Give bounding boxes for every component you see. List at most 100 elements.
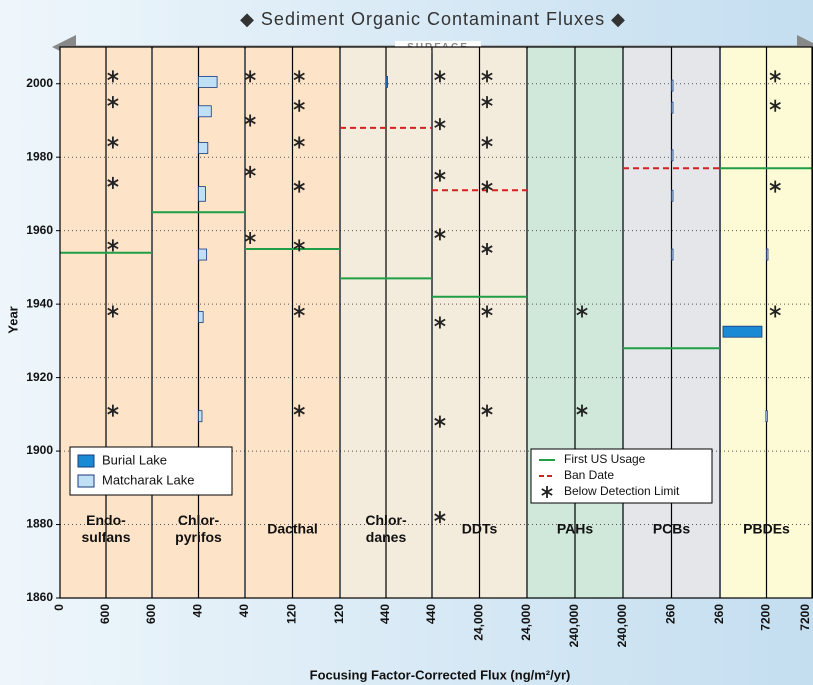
below-detection-marker	[244, 70, 256, 83]
panel-label: PBDEs	[743, 521, 790, 537]
y-tick-label: 1920	[26, 370, 53, 384]
below-detection-marker	[769, 305, 781, 318]
panel-label: danes	[366, 529, 407, 545]
x-tick-label: 260	[712, 604, 726, 624]
flux-box	[198, 142, 209, 154]
legend-label: First US Usage	[564, 452, 646, 466]
below-detection-marker	[107, 70, 119, 83]
legend-label: Ban Date	[564, 468, 614, 482]
flux-box	[671, 79, 674, 92]
x-tick-label: 24,000	[519, 604, 533, 641]
x-tick-label: 7200	[759, 604, 773, 631]
below-detection-marker	[481, 305, 493, 318]
below-detection-marker	[293, 99, 305, 112]
below-detection-marker	[434, 316, 446, 329]
below-detection-marker	[107, 305, 119, 318]
panel-label: Chlor-	[178, 512, 220, 528]
flux-box	[671, 248, 674, 261]
y-axis-label: Year	[5, 306, 20, 333]
below-detection-marker	[481, 404, 493, 417]
x-tick-label: 120	[285, 604, 299, 624]
x-tick-label: 440	[378, 604, 392, 624]
below-detection-marker	[769, 70, 781, 83]
y-tick-label: 1940	[26, 296, 53, 310]
panel-label: sulfans	[81, 529, 130, 545]
below-detection-marker	[481, 243, 493, 256]
plot-frame	[59, 46, 813, 599]
legend-label: Matcharak Lake	[102, 472, 195, 487]
below-detection-marker	[293, 70, 305, 83]
below-detection-marker	[481, 70, 493, 83]
legend-swatch	[77, 454, 95, 468]
below-detection-marker	[769, 180, 781, 193]
x-tick-label: 40	[237, 604, 251, 618]
flux-box	[765, 410, 768, 423]
panel-label: DDTs	[462, 521, 498, 537]
below-detection-marker	[434, 228, 446, 241]
x-tick-label: 260	[664, 604, 678, 624]
below-detection-marker	[434, 511, 446, 524]
below-detection-marker	[576, 404, 588, 417]
legend-box	[530, 448, 713, 504]
y-tick-label: 1860	[26, 590, 53, 604]
legend-box	[69, 446, 233, 496]
below-detection-marker	[244, 232, 256, 245]
below-detection-marker	[244, 165, 256, 178]
below-detection-marker	[481, 136, 493, 149]
below-detection-marker	[434, 169, 446, 182]
x-tick-label: 240,000	[615, 604, 629, 648]
x-tick-label: 240,000	[567, 604, 581, 648]
below-detection-marker	[293, 305, 305, 318]
below-detection-marker	[107, 176, 119, 189]
flux-box	[198, 186, 206, 202]
flux-box	[671, 149, 674, 162]
x-axis-label: Focusing Factor-Corrected Flux (ng/m²/yr…	[310, 667, 571, 682]
flux-box	[385, 75, 388, 88]
flux-box	[671, 101, 674, 114]
y-tick-label: 1980	[26, 149, 53, 163]
flux-box	[198, 410, 203, 423]
x-tick-label: 600	[144, 604, 158, 624]
below-detection-marker	[434, 118, 446, 131]
flux-box	[671, 189, 674, 202]
below-detection-marker	[293, 404, 305, 417]
flux-box	[198, 75, 218, 88]
y-tick-label: 1880	[26, 517, 53, 531]
y-tick-label: 1960	[26, 223, 53, 237]
below-detection-marker	[434, 415, 446, 428]
flux-box	[766, 248, 769, 261]
panel-label: pyrifos	[175, 529, 222, 545]
panel-label: PCBs	[653, 521, 691, 537]
flux-box	[198, 311, 204, 323]
x-tick-label: 440	[424, 604, 438, 624]
below-detection-marker	[434, 70, 446, 83]
flux-box	[198, 105, 212, 118]
below-detection-marker	[769, 99, 781, 112]
below-detection-marker	[107, 136, 119, 149]
x-tick-label: 120	[332, 604, 346, 624]
flux-box	[198, 248, 208, 261]
below-detection-marker	[293, 180, 305, 193]
panel-label: Endo-	[86, 512, 126, 528]
below-detection-marker	[481, 180, 493, 193]
below-detection-marker	[107, 404, 119, 417]
panel-label: Dacthal	[267, 521, 318, 537]
y-tick-label: 1900	[26, 443, 53, 457]
panel-label: PAHs	[557, 521, 594, 537]
flux-box	[722, 325, 763, 338]
legend-marker	[541, 486, 553, 498]
x-tick-label: 0	[52, 604, 66, 611]
x-tick-label: 40	[191, 604, 205, 618]
panel-label: Chlor-	[365, 512, 407, 528]
below-detection-marker	[576, 305, 588, 318]
x-tick-label: 7200	[798, 604, 812, 631]
legend-label: Burial Lake	[102, 452, 167, 467]
legend-swatch	[77, 474, 95, 488]
legend-label: Below Detection Limit	[564, 484, 680, 498]
below-detection-marker	[107, 96, 119, 109]
x-tick-label: 600	[98, 604, 112, 624]
below-detection-marker	[293, 239, 305, 252]
below-detection-marker	[293, 136, 305, 149]
chart-title: ◆ Sediment Organic Contaminant Fluxes ◆	[240, 9, 626, 29]
